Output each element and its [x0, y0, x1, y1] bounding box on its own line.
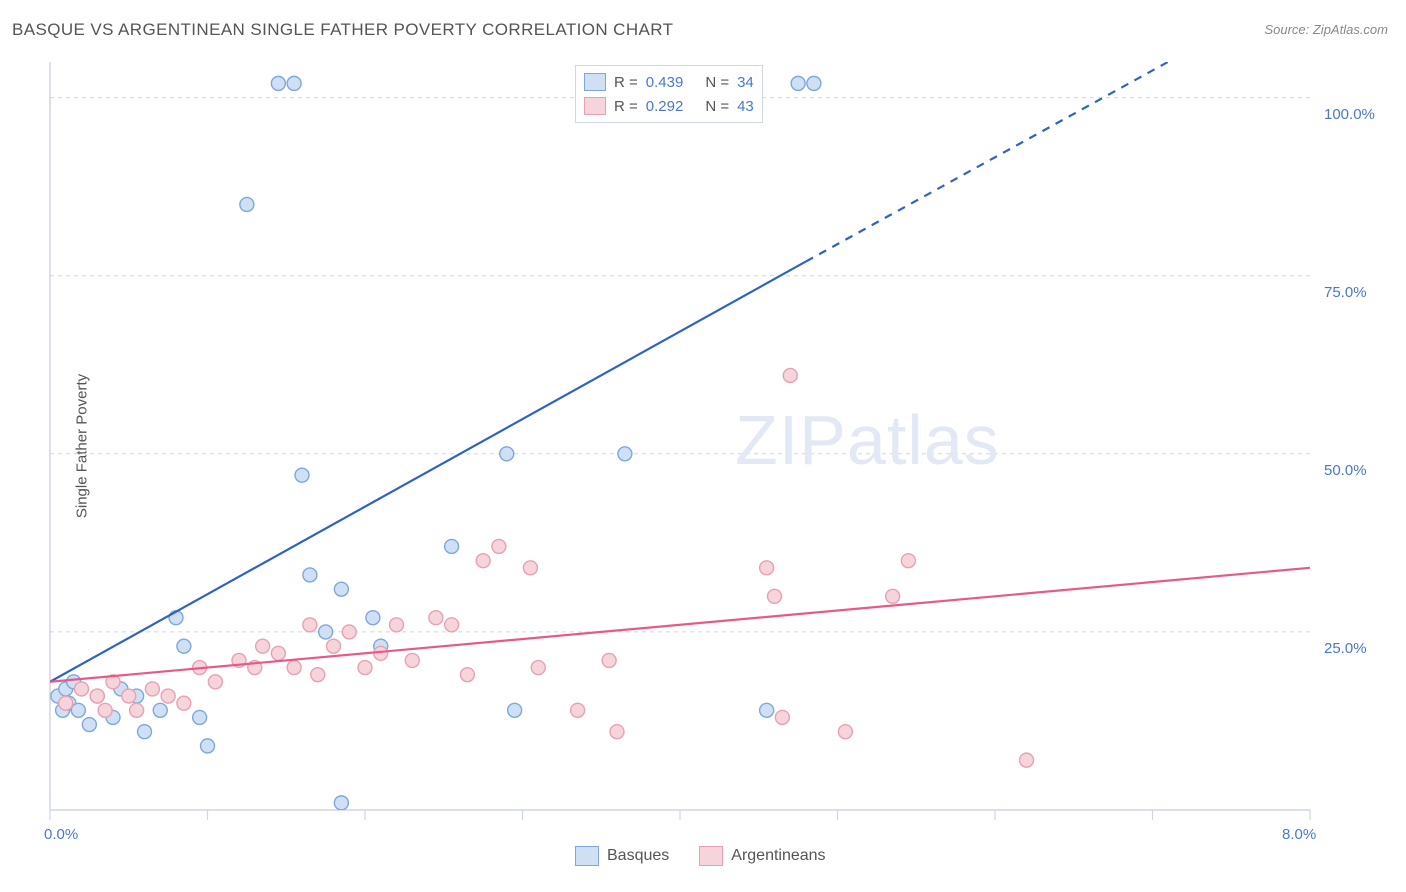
data-point [161, 689, 175, 703]
data-point [327, 639, 341, 653]
data-point [256, 639, 270, 653]
data-point [208, 675, 222, 689]
y-tick-label: 100.0% [1324, 106, 1375, 123]
data-point [760, 561, 774, 575]
legend-swatch [575, 846, 599, 866]
legend-swatch [699, 846, 723, 866]
data-point [334, 796, 348, 810]
legend-row: R = 0.292 N = 43 [584, 94, 754, 118]
data-point [508, 703, 522, 717]
data-point [901, 554, 915, 568]
y-tick-label: 50.0% [1324, 462, 1367, 479]
trend-line-extrapolated [806, 0, 1310, 261]
data-point [342, 625, 356, 639]
data-point [602, 653, 616, 667]
data-point [886, 589, 900, 603]
trend-line [50, 261, 806, 681]
data-point [193, 710, 207, 724]
data-point [405, 653, 419, 667]
legend-row: R = 0.439 N = 34 [584, 70, 754, 94]
data-point [791, 76, 805, 90]
data-point [71, 703, 85, 717]
data-point [610, 725, 624, 739]
data-point [59, 696, 73, 710]
data-point [287, 661, 301, 675]
data-point [476, 554, 490, 568]
data-point [303, 618, 317, 632]
data-point [334, 582, 348, 596]
data-point [90, 689, 104, 703]
data-point [783, 368, 797, 382]
legend-n-value: 43 [737, 98, 754, 115]
data-point [201, 739, 215, 753]
data-point [177, 639, 191, 653]
data-point [500, 447, 514, 461]
data-point [303, 568, 317, 582]
legend-r-label: R = [614, 74, 638, 91]
legend-n-label: N = [705, 74, 729, 91]
data-point [760, 703, 774, 717]
data-point [153, 703, 167, 717]
data-point [311, 668, 325, 682]
trend-line [50, 568, 1310, 682]
data-point [1020, 753, 1034, 767]
data-point [98, 703, 112, 717]
data-point [75, 682, 89, 696]
data-point [531, 661, 545, 675]
data-point [390, 618, 404, 632]
data-point [523, 561, 537, 575]
y-tick-label: 75.0% [1324, 284, 1367, 301]
data-point [287, 76, 301, 90]
series-label: Basques [607, 847, 669, 865]
data-point [492, 539, 506, 553]
series-legend-item: Basques [575, 846, 669, 866]
y-tick-label: 25.0% [1324, 640, 1367, 657]
x-tick-label: 8.0% [1282, 826, 1316, 843]
data-point [768, 589, 782, 603]
data-point [366, 611, 380, 625]
data-point [319, 625, 333, 639]
legend-n-value: 34 [737, 74, 754, 91]
data-point [445, 618, 459, 632]
series-legend-item: Argentineans [699, 846, 825, 866]
data-point [445, 539, 459, 553]
series-label: Argentineans [731, 847, 825, 865]
data-point [429, 611, 443, 625]
scatter-plot [0, 0, 1406, 892]
series-legend: Basques Argentineans [575, 846, 826, 866]
data-point [460, 668, 474, 682]
data-point [130, 703, 144, 717]
legend-r-value: 0.292 [646, 98, 684, 115]
data-point [295, 468, 309, 482]
legend-n-label: N = [705, 98, 729, 115]
legend-swatch [584, 97, 606, 115]
x-tick-label: 0.0% [44, 826, 78, 843]
legend-r-value: 0.439 [646, 74, 684, 91]
data-point [838, 725, 852, 739]
data-point [775, 710, 789, 724]
data-point [240, 197, 254, 211]
data-point [271, 646, 285, 660]
data-point [807, 76, 821, 90]
legend-r-label: R = [614, 98, 638, 115]
data-point [571, 703, 585, 717]
data-point [138, 725, 152, 739]
data-point [177, 696, 191, 710]
data-point [271, 76, 285, 90]
data-point [358, 661, 372, 675]
data-point [618, 447, 632, 461]
correlation-legend: R = 0.439 N = 34 R = 0.292 N = 43 [575, 65, 763, 123]
legend-swatch [584, 73, 606, 91]
data-point [145, 682, 159, 696]
data-point [122, 689, 136, 703]
data-point [82, 718, 96, 732]
